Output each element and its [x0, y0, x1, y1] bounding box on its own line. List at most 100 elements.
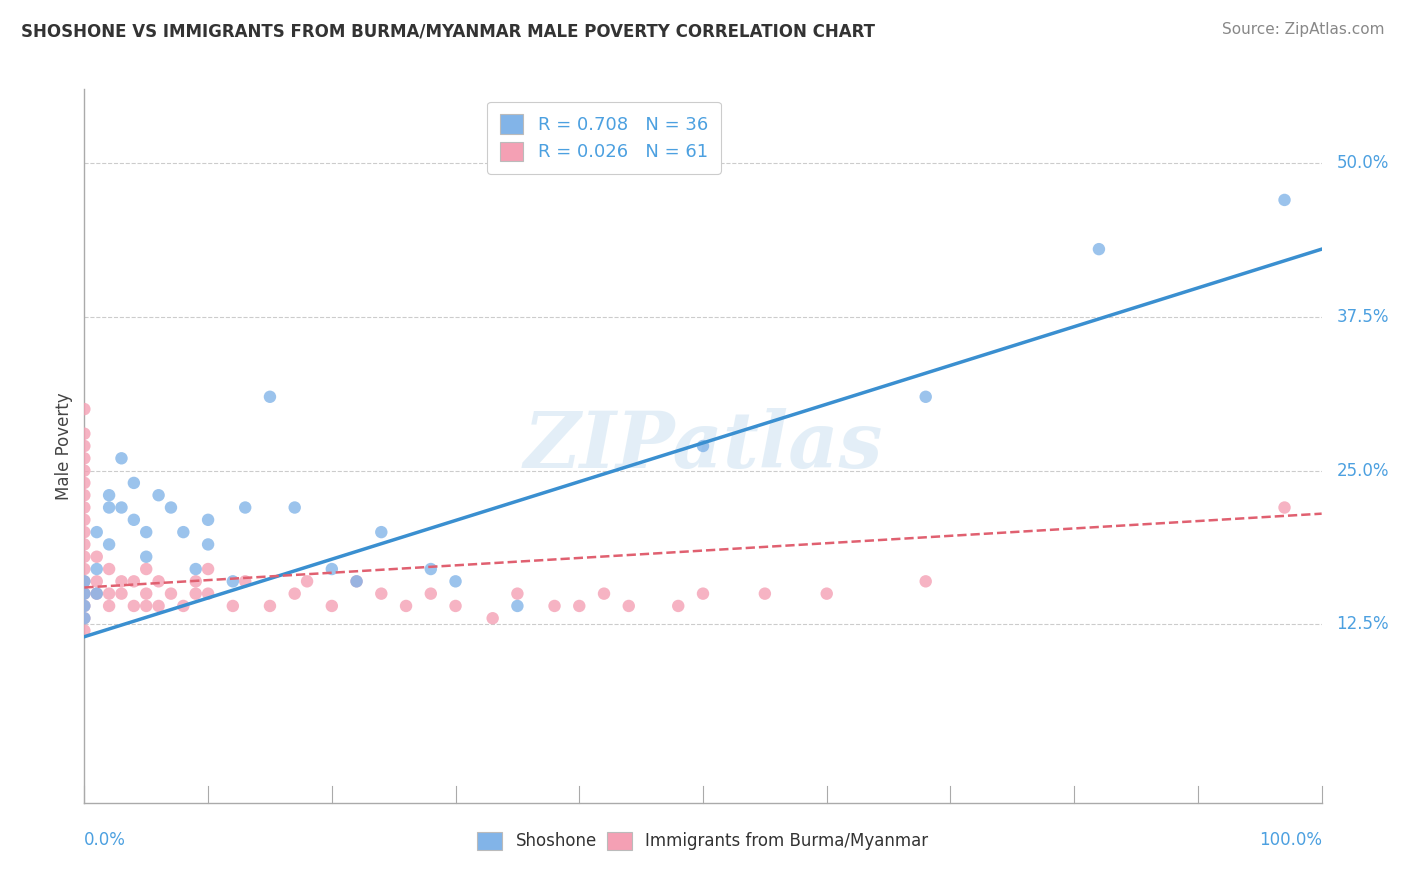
Point [259, 599, 281, 613]
Point [617, 599, 640, 613]
Point [73, 574, 96, 589]
Point [73, 587, 96, 601]
Point [73, 525, 96, 540]
Text: SHOSHONE VS IMMIGRANTS FROM BURMA/MYANMAR MALE POVERTY CORRELATION CHART: SHOSHONE VS IMMIGRANTS FROM BURMA/MYANMA… [21, 22, 875, 40]
Point [184, 562, 207, 576]
Point [160, 500, 183, 515]
Point [135, 525, 157, 540]
Point [73, 611, 96, 625]
Point [172, 599, 194, 613]
Point [184, 587, 207, 601]
Point [86, 587, 108, 601]
Point [122, 574, 145, 589]
Text: 50.0%: 50.0% [1337, 154, 1389, 172]
Point [135, 587, 157, 601]
Point [73, 549, 96, 564]
Text: Source: ZipAtlas.com: Source: ZipAtlas.com [1222, 22, 1385, 37]
Point [73, 464, 96, 478]
Point [135, 549, 157, 564]
Point [73, 426, 96, 441]
Point [73, 500, 96, 515]
Y-axis label: Male Poverty: Male Poverty [55, 392, 73, 500]
Point [815, 587, 838, 601]
Point [370, 587, 392, 601]
Point [692, 439, 714, 453]
Point [148, 488, 170, 502]
Point [295, 574, 318, 589]
Point [419, 587, 441, 601]
Point [98, 537, 121, 551]
Point [86, 574, 108, 589]
Point [73, 488, 96, 502]
Point [914, 574, 936, 589]
Point [1274, 193, 1296, 207]
Point [321, 562, 343, 576]
Point [506, 587, 529, 601]
Point [122, 599, 145, 613]
Point [184, 574, 207, 589]
Point [110, 451, 132, 466]
Point [73, 439, 96, 453]
Point [593, 587, 616, 601]
Point [135, 599, 157, 613]
Legend: Shoshone, Immigrants from Burma/Myanmar: Shoshone, Immigrants from Burma/Myanmar [470, 823, 936, 859]
Point [73, 599, 96, 613]
Point [233, 574, 256, 589]
Point [73, 587, 96, 601]
Point [346, 574, 368, 589]
Text: 0.0%: 0.0% [84, 831, 127, 849]
Point [284, 500, 307, 515]
Point [73, 624, 96, 638]
Point [86, 587, 108, 601]
Point [481, 611, 503, 625]
Point [222, 574, 245, 589]
Point [73, 574, 96, 589]
Point [73, 402, 96, 417]
Point [692, 587, 714, 601]
Point [73, 562, 96, 576]
Point [73, 513, 96, 527]
Point [86, 549, 108, 564]
Point [98, 562, 121, 576]
Point [73, 451, 96, 466]
Point [172, 525, 194, 540]
Point [222, 599, 245, 613]
Point [666, 599, 689, 613]
Point [197, 587, 219, 601]
Point [98, 488, 121, 502]
Point [1274, 500, 1296, 515]
Point [197, 513, 219, 527]
Text: 12.5%: 12.5% [1337, 615, 1389, 633]
Point [73, 475, 96, 490]
Point [346, 574, 368, 589]
Text: 100.0%: 100.0% [1258, 831, 1322, 849]
Point [444, 599, 467, 613]
Point [914, 390, 936, 404]
Point [148, 599, 170, 613]
Point [86, 525, 108, 540]
Text: 37.5%: 37.5% [1337, 308, 1389, 326]
Point [1088, 242, 1111, 256]
Point [98, 587, 121, 601]
Point [259, 390, 281, 404]
Point [197, 562, 219, 576]
Point [197, 537, 219, 551]
Point [98, 500, 121, 515]
Point [110, 574, 132, 589]
Point [73, 611, 96, 625]
Point [395, 599, 418, 613]
Point [122, 475, 145, 490]
Point [148, 574, 170, 589]
Point [122, 513, 145, 527]
Point [284, 587, 307, 601]
Point [370, 525, 392, 540]
Point [444, 574, 467, 589]
Point [73, 599, 96, 613]
Point [98, 599, 121, 613]
Point [110, 587, 132, 601]
Point [419, 562, 441, 576]
Point [160, 587, 183, 601]
Point [506, 599, 529, 613]
Point [135, 562, 157, 576]
Point [233, 500, 256, 515]
